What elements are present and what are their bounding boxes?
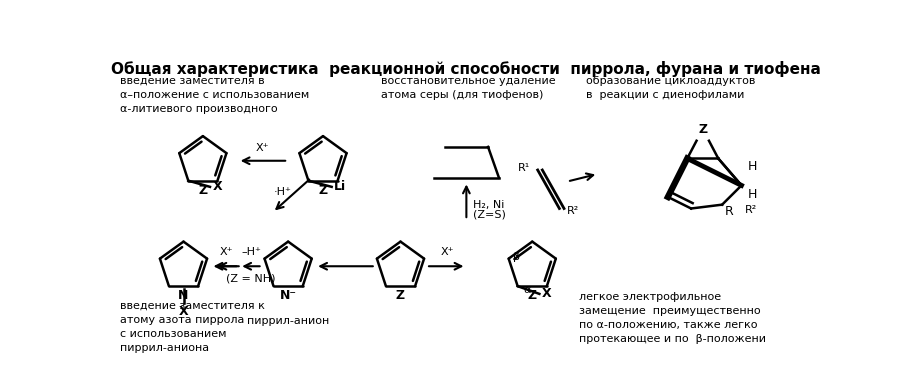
Text: H: H [748, 160, 757, 173]
Text: α: α [524, 285, 531, 295]
Text: (Z=S): (Z=S) [472, 210, 505, 220]
Text: H: H [748, 188, 757, 201]
Text: Z: Z [396, 289, 405, 302]
Text: X: X [212, 180, 222, 193]
Text: восстановительное удаление
атома серы (для тиофенов): восстановительное удаление атома серы (д… [381, 76, 556, 100]
Text: H₂, Ni: H₂, Ni [472, 200, 504, 210]
Text: введение заместителя в
α–положение с использованием
α-литиевого производного: введение заместителя в α–положение с исп… [120, 76, 309, 114]
Text: N⁻: N⁻ [279, 289, 297, 302]
Text: R²: R² [745, 205, 758, 214]
Text: Li: Li [334, 180, 346, 193]
Text: X⁺: X⁺ [256, 143, 269, 153]
Text: X⁺: X⁺ [219, 247, 233, 257]
Text: пиррил-анион: пиррил-анион [247, 316, 329, 326]
Text: введение заместителя к
атому азота пиррола
с использованием
пиррил-аниона: введение заместителя к атому азота пирро… [120, 301, 265, 353]
Text: R¹: R¹ [518, 163, 530, 173]
Text: ·H⁺: ·H⁺ [274, 186, 291, 197]
Text: β: β [512, 252, 520, 262]
Text: –H⁺: –H⁺ [241, 247, 261, 257]
Text: Z: Z [198, 184, 207, 197]
Text: образование циклоаддуктов
в  реакции с диенофилами: образование циклоаддуктов в реакции с ди… [587, 76, 756, 100]
Text: Z: Z [528, 289, 537, 302]
Text: (Z = NH): (Z = NH) [227, 274, 276, 284]
Text: R: R [724, 205, 733, 218]
Text: X: X [178, 305, 188, 318]
Text: X⁺: X⁺ [440, 247, 454, 257]
Text: N: N [178, 289, 188, 302]
Text: X: X [541, 287, 551, 300]
Text: Z: Z [318, 184, 328, 197]
Text: Z: Z [698, 124, 707, 136]
Text: легкое электрофильное
замещение  преимущественно
по α-положению, также легко
про: легкое электрофильное замещение преимуще… [579, 292, 765, 344]
Text: R²: R² [567, 206, 580, 216]
Text: Общая характеристика  реакционной способности  пиррола, фурана и тиофена: Общая характеристика реакционной способн… [111, 61, 822, 77]
